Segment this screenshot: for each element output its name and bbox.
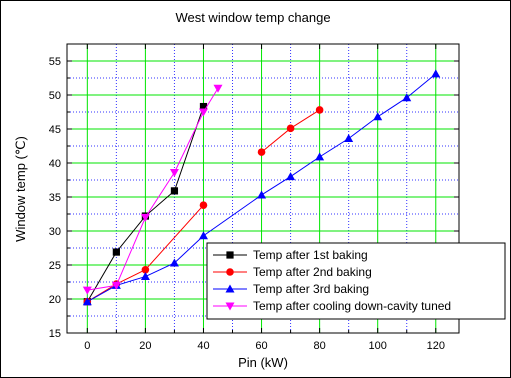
triangle-down-marker (198, 108, 208, 117)
series-extra-1 (257, 106, 324, 156)
triangle-up-marker (140, 272, 150, 281)
plot-area-border (66, 43, 460, 334)
legend-entry: Temp after 3rd baking (213, 282, 369, 296)
y-tick-label: 15 (49, 328, 61, 340)
triangle-down-marker (140, 213, 150, 222)
circle-marker (286, 124, 295, 133)
legend-entry: Temp after cooling down-cavity tuned (213, 299, 451, 313)
y-tick-label: 35 (49, 192, 61, 204)
series-4 (82, 84, 223, 295)
y-tick-label: 45 (49, 124, 61, 136)
series-line (87, 87, 219, 291)
x-tick-label: 120 (427, 340, 445, 352)
series-layer (82, 69, 441, 306)
y-tick-label: 40 (49, 158, 61, 170)
series-line (87, 73, 437, 303)
x-tick-label: 0 (84, 340, 90, 352)
legend-label: Temp after cooling down-cavity tuned (253, 299, 451, 313)
y-axis-label: Window temp (℃) (13, 136, 28, 242)
triangle-up-marker (257, 190, 267, 199)
chart-title: West window temp change (175, 10, 330, 25)
x-tick-label: 100 (369, 340, 387, 352)
circle-marker (199, 201, 208, 209)
triangle-up-marker (431, 69, 441, 78)
triangle-up-marker (169, 258, 179, 267)
square-marker (226, 251, 234, 259)
y-tick-label: 50 (49, 90, 61, 102)
triangle-up-marker (373, 112, 383, 121)
y-tick-label: 30 (49, 226, 61, 238)
triangle-up-marker (402, 93, 412, 102)
square-marker (199, 102, 208, 111)
x-tick-label: 40 (197, 340, 209, 352)
triangle-up-marker (225, 284, 235, 293)
circle-marker (141, 265, 150, 274)
x-tick-label: 80 (313, 340, 325, 352)
series-line (87, 204, 204, 303)
square-marker (170, 187, 179, 195)
y-tick-label: 55 (49, 56, 61, 68)
y-tick-label: 20 (49, 294, 61, 306)
triangle-up-marker (344, 134, 354, 143)
square-marker (112, 248, 120, 256)
triangle-down-marker (111, 281, 121, 290)
triangle-up-marker (286, 172, 296, 181)
x-axis-label: Pin (kW) (238, 355, 288, 370)
triangle-down-marker (213, 84, 223, 93)
series-3 (82, 69, 441, 306)
y-tick-label: 25 (49, 260, 61, 272)
legend-box (206, 242, 506, 320)
triangle-up-marker (315, 152, 325, 161)
circle-marker (315, 106, 324, 114)
triangle-up-marker (82, 297, 92, 306)
triangle-down-marker (82, 286, 92, 295)
circle-marker (257, 148, 266, 156)
legend: Temp after 1st baking Temp after 2nd baki… (206, 242, 506, 320)
legend-entry: Temp after 1st baking (213, 248, 368, 262)
legend-entry: Temp after 2nd baking (213, 265, 372, 279)
triangle-up-marker (198, 231, 208, 240)
x-tick-label: 20 (139, 340, 151, 352)
triangle-down-marker (169, 169, 179, 178)
axis-ticks: 0 20 40 60 80 100 120 15 20 25 30 35 40 45 50 55 (49, 44, 459, 352)
circle-marker (226, 268, 234, 276)
legend-label: Temp after 1st baking (253, 248, 368, 262)
x-tick-label: 60 (255, 340, 267, 352)
legend-label: Temp after 3rd baking (253, 282, 369, 296)
legend-label: Temp after 2nd baking (253, 265, 372, 279)
triangle-down-marker (225, 302, 235, 311)
